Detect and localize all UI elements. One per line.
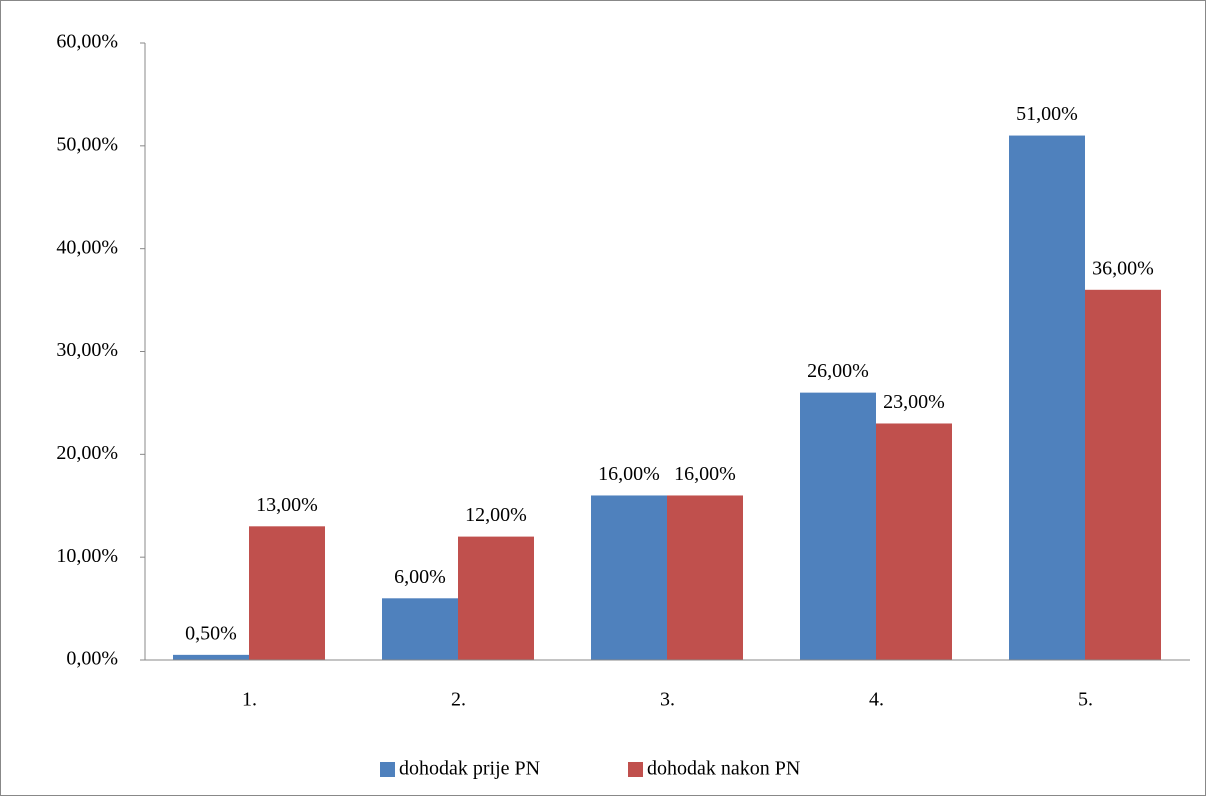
data-label: 13,00% xyxy=(256,494,318,516)
y-tick-label: 50,00% xyxy=(56,133,118,155)
legend-swatch xyxy=(628,762,643,777)
bar xyxy=(382,598,458,660)
legend-label: dohodak prije PN xyxy=(399,758,540,780)
data-label: 16,00% xyxy=(674,463,736,485)
bar xyxy=(667,495,743,660)
x-tick-label: 5. xyxy=(1078,689,1093,711)
x-tick-label: 2. xyxy=(451,689,466,711)
bar xyxy=(1085,289,1161,660)
bar xyxy=(1009,135,1085,661)
bar xyxy=(173,654,249,660)
bar xyxy=(249,526,325,660)
legend-swatch xyxy=(380,762,395,777)
bar xyxy=(591,495,667,660)
x-tick-label: 4. xyxy=(869,689,884,711)
y-tick-label: 0,00% xyxy=(66,648,118,670)
data-label: 16,00% xyxy=(598,463,660,485)
y-tick-label: 10,00% xyxy=(56,545,118,567)
data-label: 51,00% xyxy=(1016,103,1078,125)
data-label: 12,00% xyxy=(465,504,527,526)
data-label: 23,00% xyxy=(883,391,945,413)
bar xyxy=(876,423,952,660)
x-tick-label: 3. xyxy=(660,689,675,711)
x-tick-label: 1. xyxy=(242,689,257,711)
data-label: 0,50% xyxy=(185,622,237,644)
y-tick-label: 20,00% xyxy=(56,442,118,464)
bar xyxy=(458,536,534,660)
y-tick-label: 40,00% xyxy=(56,236,118,258)
data-label: 36,00% xyxy=(1092,257,1154,279)
bar xyxy=(800,392,876,660)
data-label: 6,00% xyxy=(394,566,446,588)
y-tick-label: 30,00% xyxy=(56,339,118,361)
y-tick-label: 60,00% xyxy=(56,31,118,53)
data-label: 26,00% xyxy=(807,360,869,382)
legend-label: dohodak nakon PN xyxy=(647,758,800,780)
